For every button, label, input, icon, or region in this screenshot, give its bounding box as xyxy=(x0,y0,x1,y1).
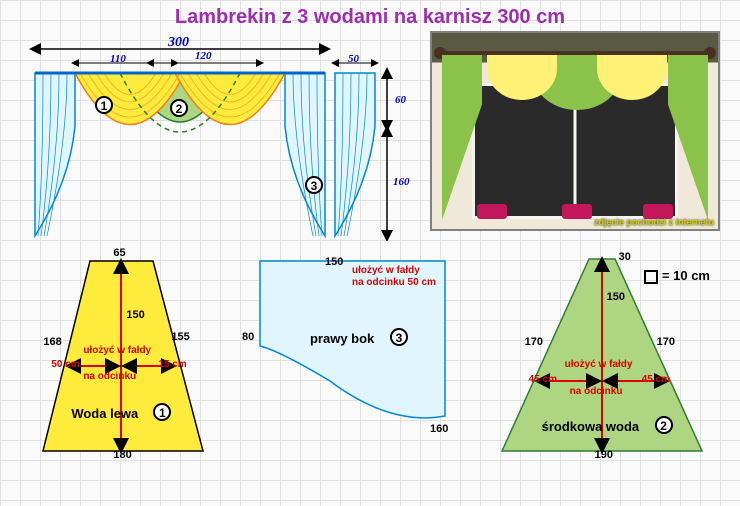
dim-60: 60 xyxy=(395,94,406,106)
label-circle-3: 3 xyxy=(305,176,323,194)
photo-caption: zdjęcie pochodzi z internetu xyxy=(594,217,714,227)
fold-seg: na odcinku xyxy=(570,386,623,397)
dim-top: 150 xyxy=(325,256,343,268)
dim-120: 120 xyxy=(195,50,212,62)
dim-rs: 170 xyxy=(657,336,675,348)
reference-photo: zdjęcie pochodzi z internetu xyxy=(430,31,720,231)
dim-rs: 155 xyxy=(171,331,189,343)
fold-seg: na odcinku 50 cm xyxy=(352,277,436,288)
pattern-num: 2 xyxy=(655,416,673,434)
pattern-right: 30 150 170 170 190 ułożyć w fałdy 45 cm … xyxy=(487,251,717,461)
dim-110: 110 xyxy=(110,53,126,65)
dim-160: 160 xyxy=(393,176,410,188)
label-circle-1: 1 xyxy=(95,96,113,114)
fold-text: ułożyć w fałdy xyxy=(352,265,420,276)
dim-ls: 170 xyxy=(525,336,543,348)
pattern-name: środkowa woda xyxy=(542,419,640,434)
fold-text: ułożyć w fałdy xyxy=(565,359,633,370)
pattern-mid: 150 80 160 ułożyć w fałdy na odcinku 50 … xyxy=(250,251,460,461)
dim-50: 50 xyxy=(348,53,359,65)
fold-right: 15 cm xyxy=(158,359,186,370)
fold-right: 45 cm xyxy=(642,374,670,385)
page-title: Lambrekin z 3 wodami na karnisz 300 cm xyxy=(0,0,740,31)
dim-bottom: 180 xyxy=(113,449,131,461)
dim-bottom: 190 xyxy=(595,449,613,461)
pattern-name: prawy bok xyxy=(310,331,374,346)
pattern-num: 3 xyxy=(390,328,408,346)
dim-h: 150 xyxy=(126,309,144,321)
fold-left: 45 cm xyxy=(529,374,557,385)
dim-ls: 168 xyxy=(43,336,61,348)
dim-top: 30 xyxy=(619,251,631,263)
dim-bottom: 160 xyxy=(430,423,448,435)
top-diagram: 300 110 120 50 60 160 1 2 3 xyxy=(20,31,420,241)
label-circle-2: 2 xyxy=(170,99,188,117)
pattern-left: 65 150 168 155 180 ułożyć w fałdy 50 cm … xyxy=(23,251,223,461)
fold-text: ułożyć w fałdy xyxy=(83,345,151,356)
dim-300: 300 xyxy=(168,35,189,51)
diagram-svg xyxy=(20,31,420,241)
dim-h: 150 xyxy=(607,291,625,303)
fold-left: 50 cm xyxy=(51,359,79,370)
dim-top: 65 xyxy=(113,247,125,259)
pattern-name: Woda lewa xyxy=(71,406,138,421)
dim-side: 80 xyxy=(242,331,254,343)
fold-seg: na odcinku xyxy=(83,371,136,382)
